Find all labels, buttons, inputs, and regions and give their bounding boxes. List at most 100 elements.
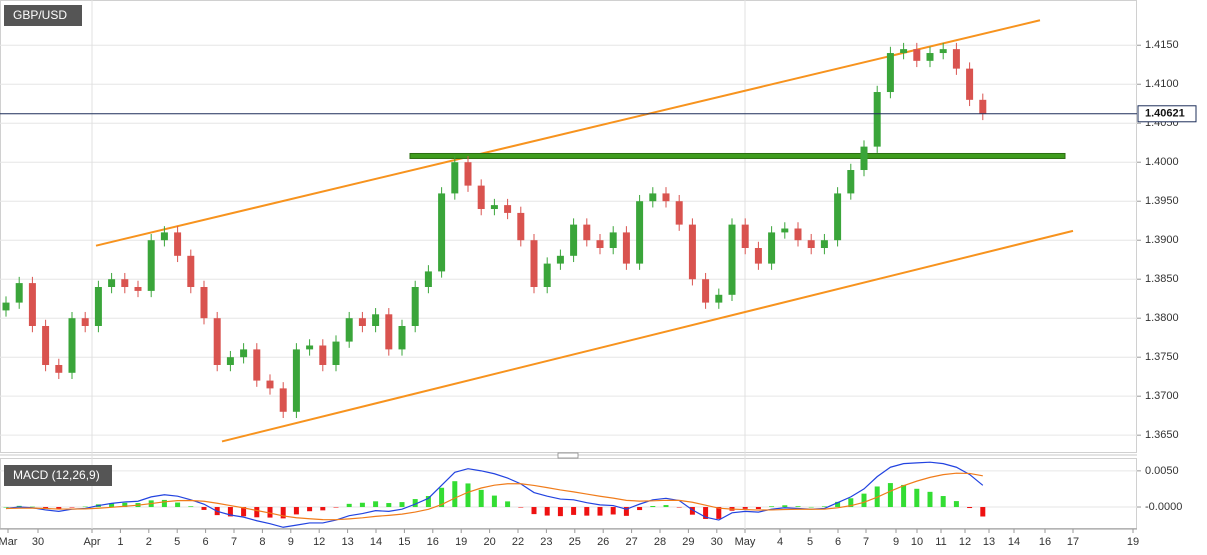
candle-body xyxy=(913,49,921,61)
candle-body xyxy=(68,318,76,373)
candle-body xyxy=(754,248,762,264)
x-tick-label: 11 xyxy=(935,536,946,548)
candle-body xyxy=(200,287,208,319)
candle-body xyxy=(649,193,657,202)
histogram-bar xyxy=(280,507,286,519)
x-tick-label: May xyxy=(735,536,756,548)
candle-body xyxy=(55,364,63,373)
last-price-box xyxy=(1137,105,1197,123)
histogram-bar xyxy=(716,507,722,519)
x-tick-label: 26 xyxy=(597,536,609,548)
candle-body xyxy=(820,240,828,249)
candle-body xyxy=(319,345,327,365)
histogram-bar xyxy=(333,507,339,508)
y-tick-label: 1.3900 xyxy=(1145,234,1179,246)
candle-body xyxy=(464,162,472,186)
candle-body xyxy=(543,263,551,288)
histogram-bar xyxy=(175,502,181,508)
candle-body xyxy=(530,240,538,288)
histogram-bar xyxy=(782,505,788,508)
histogram-bar xyxy=(544,507,550,516)
candle-body xyxy=(2,302,10,311)
histogram-bar xyxy=(201,507,207,510)
candle-body xyxy=(332,341,340,365)
x-tick-label: 4 xyxy=(777,536,783,548)
histogram-bar xyxy=(122,502,128,508)
histogram-bar xyxy=(491,495,497,508)
candle-body xyxy=(847,170,855,194)
histogram-bar xyxy=(161,499,167,508)
x-tick-label: 28 xyxy=(654,536,666,548)
candle-body xyxy=(213,318,221,365)
histogram-bar xyxy=(518,507,524,508)
x-tick-label: 5 xyxy=(807,536,813,548)
candle-body xyxy=(240,349,248,358)
histogram-bar xyxy=(241,507,247,517)
y-tick-label: 0.0050 xyxy=(1145,465,1179,477)
candle-body xyxy=(966,68,974,100)
x-tick-label: 6 xyxy=(203,536,209,548)
x-tick-label: 13 xyxy=(341,536,353,548)
candle-body xyxy=(147,240,155,291)
histogram-bar xyxy=(597,507,603,516)
histogram-bar xyxy=(386,503,392,508)
x-tick-label: 1 xyxy=(117,536,123,548)
y-tick-label: 1.3850 xyxy=(1145,273,1179,285)
candle-body xyxy=(15,283,23,303)
x-tick-label: 22 xyxy=(512,536,524,548)
histogram-bar xyxy=(3,507,9,508)
panel-resize-handle[interactable] xyxy=(557,452,579,459)
y-tick-label: 1.3650 xyxy=(1145,429,1179,441)
x-tick-label: 8 xyxy=(259,536,265,548)
x-tick-label: 9 xyxy=(288,536,294,548)
candle-body xyxy=(715,294,723,303)
histogram-bar xyxy=(439,487,445,508)
candle-body xyxy=(834,193,842,241)
histogram-bar xyxy=(531,507,537,515)
histogram-bar xyxy=(848,498,854,508)
x-tick-label: 29 xyxy=(682,536,694,548)
histogram-bar xyxy=(82,506,88,508)
candle-body xyxy=(556,255,564,264)
candle-body xyxy=(583,224,591,241)
histogram-bar xyxy=(267,507,273,518)
candle-body xyxy=(226,357,234,365)
y-tick-label: 1.3950 xyxy=(1145,195,1179,207)
x-tick-label: 17 xyxy=(1067,536,1079,548)
candle-body xyxy=(411,287,419,326)
candle-body xyxy=(121,279,129,288)
histogram-bar xyxy=(808,506,814,508)
y-tick-label: 1.3800 xyxy=(1145,312,1179,324)
x-tick-label: 20 xyxy=(483,536,495,548)
histogram-bar xyxy=(637,507,643,511)
histogram-bar xyxy=(914,488,920,508)
candle-body xyxy=(477,185,485,210)
histogram-bar xyxy=(689,507,695,515)
candle-body xyxy=(873,92,881,147)
x-tick-label: 30 xyxy=(711,536,723,548)
main-panel-border xyxy=(0,0,1137,453)
y-tick-label: 1.3700 xyxy=(1145,390,1179,402)
x-tick-label: 16 xyxy=(427,536,439,548)
histogram-bar xyxy=(293,507,299,515)
histogram-bar xyxy=(887,483,893,508)
histogram-bar xyxy=(359,502,365,508)
histogram-bar xyxy=(821,506,827,508)
candle-body xyxy=(187,255,195,288)
candle-body xyxy=(741,224,749,249)
x-tick-label: 10 xyxy=(911,536,923,548)
x-tick-label: Apr xyxy=(83,536,100,548)
histogram-bar xyxy=(940,496,946,508)
histogram-bar xyxy=(571,507,577,515)
candle-body xyxy=(372,314,380,326)
histogram-bar xyxy=(109,503,115,508)
histogram-bar xyxy=(650,506,656,508)
x-tick-label: 12 xyxy=(959,536,971,548)
candle-body xyxy=(636,201,644,264)
candle-body xyxy=(728,224,736,295)
histogram-bar xyxy=(663,505,669,508)
x-tick-label: 25 xyxy=(569,536,581,548)
histogram-bar xyxy=(478,489,484,508)
